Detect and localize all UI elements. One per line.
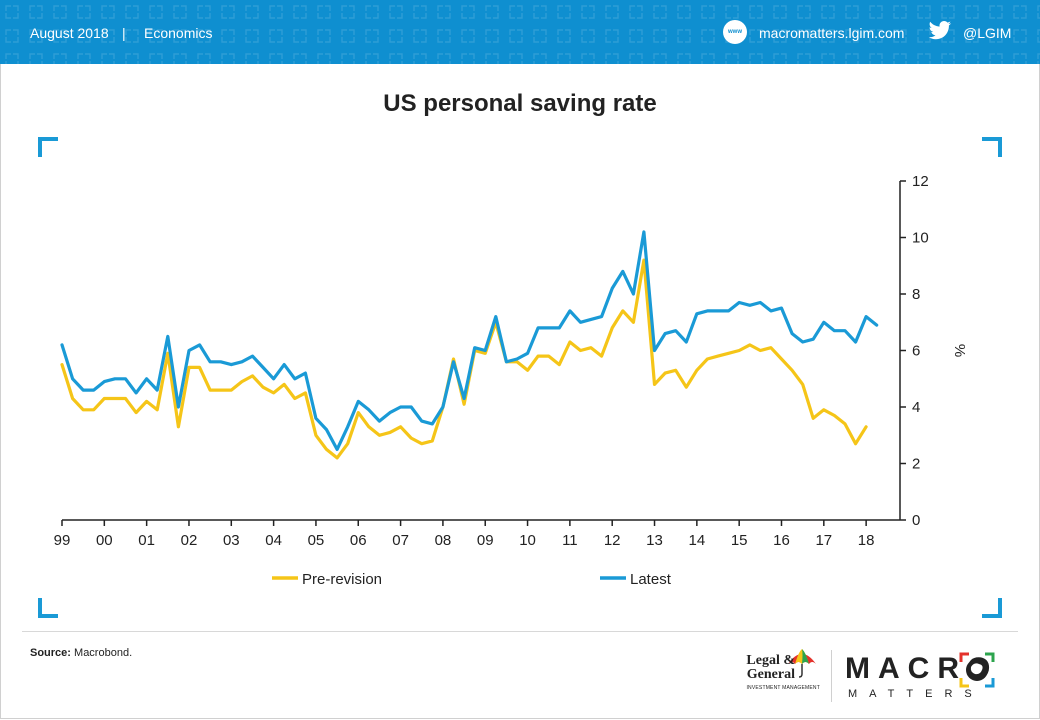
corner-bracket-top-left xyxy=(38,137,58,157)
umbrella-logo-icon xyxy=(788,649,816,678)
lg-wordmark-line1: Legal & xyxy=(746,653,795,668)
banner-pattern xyxy=(0,0,1040,64)
x-tick-label: 05 xyxy=(308,532,325,549)
x-tick-label: 12 xyxy=(604,532,621,549)
www-icon[interactable]: www xyxy=(723,20,747,44)
x-tick-label: 13 xyxy=(646,532,663,549)
x-tick-label: 14 xyxy=(689,532,706,549)
source-text: Macrobond. xyxy=(74,647,133,659)
europe-map-icon xyxy=(959,652,995,688)
saving-rate-chart: 99 00 01 02 03 04 05 06 07 08 09 10 11 12 13 14 15 16 17 18… xyxy=(54,173,968,588)
x-tick-label: 15 xyxy=(731,532,748,549)
logo-separator xyxy=(831,650,832,702)
twitter-icon[interactable] xyxy=(928,21,952,41)
footer-divider xyxy=(22,631,1018,632)
website-link[interactable]: macromatters.lgim.com xyxy=(759,25,905,41)
lg-subtitle: INVESTMENT MANAGEMENT xyxy=(746,685,820,691)
x-tick-label: 10 xyxy=(519,532,536,549)
x-tick-label: 02 xyxy=(181,532,198,549)
x-tick-label: 17 xyxy=(815,532,832,549)
chart-legend: Pre-revision Latest xyxy=(272,571,672,588)
chart-series xyxy=(60,230,879,460)
x-tick-label: 18 xyxy=(858,532,875,549)
matters-wordmark: MATTERS xyxy=(848,688,984,700)
corner-bracket-bottom-left xyxy=(38,598,58,618)
chart-axes: 99 00 01 02 03 04 05 06 07 08 09 10 11 12 13 14 15 16 17 18… xyxy=(54,173,968,549)
x-tick-label: 04 xyxy=(265,532,282,549)
social-handle[interactable]: @LGIM xyxy=(963,25,1012,41)
y-tick-label: 0 xyxy=(912,512,920,529)
series-line-latest xyxy=(60,230,879,451)
x-tick-label: 01 xyxy=(138,532,155,549)
y-tick-label: 2 xyxy=(912,456,920,473)
header-section: Economics xyxy=(144,25,213,41)
x-tick-label: 06 xyxy=(350,532,367,549)
header-banner: August 2018 | Economics www macromatters… xyxy=(0,0,1040,64)
source-note: Source: Macrobond. xyxy=(30,647,132,659)
corner-bracket-bottom-right xyxy=(982,598,1002,618)
series-line-pre-revision xyxy=(60,258,868,460)
legend-label: Latest xyxy=(630,571,672,588)
corner-bracket-top-right xyxy=(982,137,1002,157)
x-tick-label: 09 xyxy=(477,532,494,549)
legend-label: Pre-revision xyxy=(302,571,382,588)
chart-title: US personal saving rate xyxy=(383,90,657,117)
x-tick-label: 99 xyxy=(54,532,71,549)
header-separator: | xyxy=(122,25,126,41)
x-tick-label: 08 xyxy=(435,532,452,549)
legal-general-logo: Legal & General INVESTMENT MANAGEMENT xyxy=(725,648,825,704)
x-tick-label: 11 xyxy=(562,532,578,549)
y-tick-label: 12 xyxy=(912,173,929,190)
x-tick-label: 00 xyxy=(96,532,113,549)
y-tick-label: 4 xyxy=(912,399,920,416)
y-tick-label: 10 xyxy=(912,230,929,247)
macro-matters-logo: MACRO MATTERS xyxy=(845,648,1005,708)
y-axis-title: % xyxy=(951,344,968,357)
macro-wordmark: MACRO xyxy=(845,652,999,685)
source-label: Source: xyxy=(30,647,71,659)
y-tick-label: 8 xyxy=(912,286,920,303)
y-tick-label: 6 xyxy=(912,343,920,360)
x-tick-label: 16 xyxy=(773,532,790,549)
header-date: August 2018 xyxy=(30,25,109,41)
x-tick-label: 07 xyxy=(392,532,409,549)
x-tick-label: 03 xyxy=(223,532,240,549)
lg-wordmark-line2: General xyxy=(746,667,795,682)
